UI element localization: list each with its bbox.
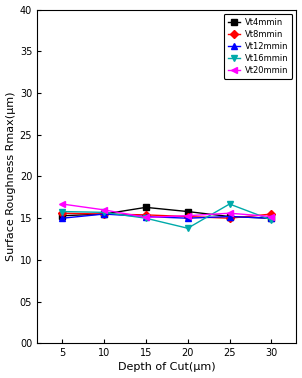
Vt12mmin	[269, 216, 273, 220]
Vt12mmin	[60, 216, 64, 220]
Vt8mmin	[228, 216, 231, 220]
Vt4mmin	[60, 214, 64, 218]
Vt12mmin	[144, 214, 148, 219]
Vt8mmin	[144, 212, 148, 217]
Vt16mmin	[102, 210, 106, 215]
Vt20mmin	[186, 214, 189, 218]
Line: Vt20mmin: Vt20mmin	[59, 201, 275, 221]
Vt20mmin	[269, 214, 273, 219]
Vt8mmin	[186, 214, 189, 219]
Vt12mmin	[228, 214, 231, 219]
X-axis label: Depth of Cut(μm): Depth of Cut(μm)	[118, 363, 216, 372]
Vt8mmin	[102, 212, 106, 216]
Vt4mmin	[269, 216, 273, 220]
Vt8mmin	[60, 211, 64, 215]
Line: Vt12mmin: Vt12mmin	[59, 211, 275, 222]
Vt4mmin	[144, 205, 148, 210]
Vt20mmin	[102, 208, 106, 212]
Vt4mmin	[102, 212, 106, 216]
Vt20mmin	[144, 215, 148, 220]
Legend: Vt4mmin, Vt8mmin, Vt12mmin, Vt16mmin, Vt20mmin: Vt4mmin, Vt8mmin, Vt12mmin, Vt16mmin, Vt…	[224, 14, 292, 79]
Vt16mmin	[269, 218, 273, 222]
Vt20mmin	[228, 211, 231, 215]
Line: Vt16mmin: Vt16mmin	[59, 201, 275, 232]
Vt12mmin	[186, 216, 189, 220]
Vt4mmin	[186, 209, 189, 214]
Line: Vt8mmin: Vt8mmin	[59, 211, 274, 221]
Vt20mmin	[60, 202, 64, 206]
Y-axis label: Surface Roughness Rmax(μm): Surface Roughness Rmax(μm)	[5, 92, 16, 261]
Vt16mmin	[228, 202, 231, 206]
Vt16mmin	[144, 216, 148, 220]
Vt4mmin	[228, 214, 231, 219]
Vt16mmin	[186, 226, 189, 231]
Line: Vt4mmin: Vt4mmin	[59, 204, 274, 221]
Vt12mmin	[102, 212, 106, 216]
Vt16mmin	[60, 209, 64, 214]
Vt8mmin	[269, 212, 273, 216]
